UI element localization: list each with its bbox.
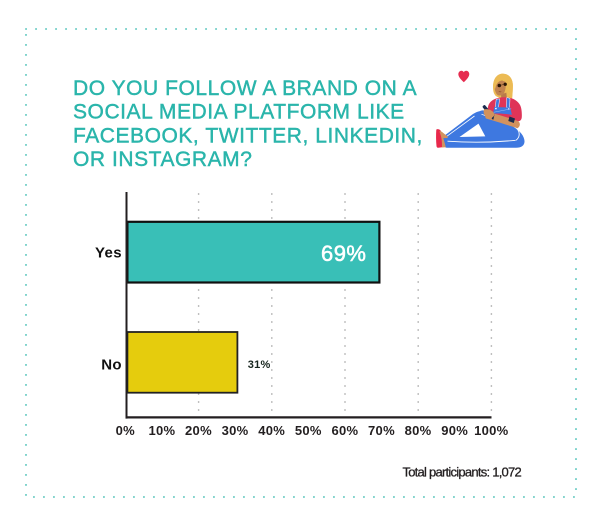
svg-text:31%: 31% [248,359,271,371]
svg-text:40%: 40% [258,423,285,438]
svg-text:90%: 90% [441,423,468,438]
svg-text:DO YOU FOLLOW A BRAND ON A: DO YOU FOLLOW A BRAND ON A [73,77,417,100]
svg-text:Yes: Yes [95,245,122,262]
svg-text:80%: 80% [405,423,432,438]
svg-text:Total participants: 1,072: Total participants: 1,072 [402,464,521,479]
svg-text:100%: 100% [474,423,509,438]
svg-text:OR INSTAGRAM?: OR INSTAGRAM? [73,148,252,171]
svg-text:0%: 0% [116,423,136,438]
svg-text:69%: 69% [321,241,367,266]
svg-text:SOCIAL MEDIA PLATFORM LIKE: SOCIAL MEDIA PLATFORM LIKE [73,101,405,124]
svg-text:20%: 20% [185,423,212,438]
svg-text:10%: 10% [148,423,175,438]
svg-text:60%: 60% [331,423,358,438]
svg-text:No: No [101,356,122,373]
svg-text:70%: 70% [368,423,395,438]
svg-text:30%: 30% [222,423,249,438]
svg-text:FACEBOOK, TWITTER, LINKEDIN,: FACEBOOK, TWITTER, LINKEDIN, [73,124,423,147]
svg-text:50%: 50% [295,423,322,438]
